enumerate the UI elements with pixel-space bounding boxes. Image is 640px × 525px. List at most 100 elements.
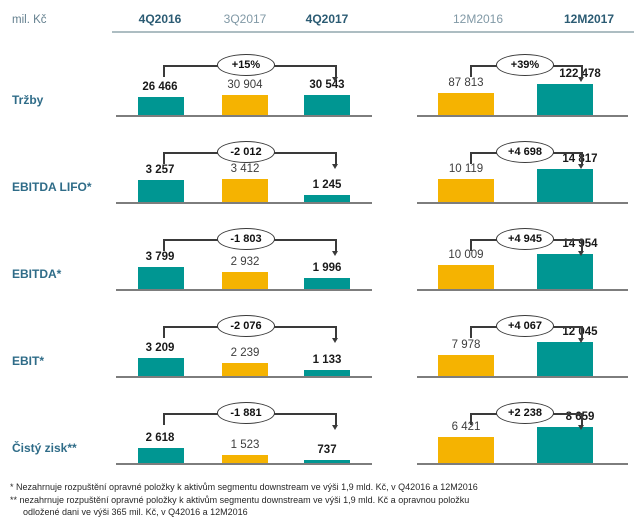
value-label: 6 421 xyxy=(451,421,481,433)
bracket-drop xyxy=(581,152,583,164)
bar xyxy=(304,370,350,378)
bracket-drop xyxy=(335,326,337,338)
value-label: 122 478 xyxy=(559,68,601,80)
arrow-down-icon xyxy=(578,77,584,82)
change-badge-year: +4 698 xyxy=(496,141,554,163)
arrow-down-icon xyxy=(332,251,338,256)
value-label: 3 209 xyxy=(145,342,175,354)
arrow-down-icon xyxy=(332,425,338,430)
bar xyxy=(537,254,593,291)
arrow-down-icon xyxy=(332,164,338,169)
row-label: EBIT* xyxy=(12,354,45,368)
change-value: +4 945 xyxy=(508,233,542,245)
value-label: 14 817 xyxy=(562,153,598,165)
value-label: 1 133 xyxy=(312,354,342,366)
bar xyxy=(138,448,184,465)
change-badge-year: +4 067 xyxy=(496,315,554,337)
bar xyxy=(537,84,593,117)
bracket-tick xyxy=(470,413,472,425)
column-header-4q2016: 4Q2016 xyxy=(138,12,182,26)
bar xyxy=(438,93,494,117)
change-value: +4 067 xyxy=(508,320,542,332)
bar xyxy=(138,267,184,291)
change-value: +39% xyxy=(510,59,540,71)
header-underline xyxy=(112,31,634,33)
footnote-1: * Nezahrnuje rozpuštění opravné položky … xyxy=(10,482,478,492)
value-label: 1 245 xyxy=(312,179,342,191)
value-label: 30 543 xyxy=(309,79,345,91)
change-value: +4 698 xyxy=(508,146,542,158)
change-value: +2 238 xyxy=(508,407,542,419)
baseline xyxy=(116,376,372,378)
bracket-tick xyxy=(163,326,165,338)
value-label: 1 523 xyxy=(230,439,260,451)
value-label: 3 257 xyxy=(145,164,175,176)
value-label: 2 239 xyxy=(230,347,260,359)
bar xyxy=(222,455,268,465)
baseline xyxy=(417,463,628,465)
bracket-drop xyxy=(581,239,583,251)
bar xyxy=(537,427,593,465)
footnote-2-continued: odložené dani ve výši 365 mil. Kč, v Q42… xyxy=(23,507,248,517)
baseline xyxy=(116,463,372,465)
value-label: 12 045 xyxy=(562,326,598,338)
value-label: 30 904 xyxy=(227,79,263,91)
bar xyxy=(537,342,593,378)
bar xyxy=(138,97,184,117)
metric-row-ebitda: EBITDA* -1 803 +4 945 3 799 2 932 1 996 … xyxy=(0,219,640,306)
arrow-down-icon xyxy=(332,77,338,82)
bar xyxy=(438,355,494,378)
change-badge-quarter: -1 881 xyxy=(217,402,275,424)
change-badge-quarter: -1 803 xyxy=(217,228,275,250)
value-label: 10 009 xyxy=(448,249,484,261)
column-header-12m2017: 12M2017 xyxy=(563,12,615,26)
bar xyxy=(438,437,494,465)
value-label: 2 618 xyxy=(145,432,175,444)
value-label: 7 978 xyxy=(451,339,481,351)
value-label: 14 954 xyxy=(562,238,598,250)
change-value: -2 076 xyxy=(230,320,262,332)
bracket-drop xyxy=(581,65,583,77)
footnotes: * Nezahrnuje rozpuštění opravné položky … xyxy=(10,481,478,519)
row-label: Čistý zisk** xyxy=(12,441,77,455)
row-label: EBITDA LIFO* xyxy=(12,180,92,194)
bracket-tick xyxy=(163,65,165,77)
bar xyxy=(438,265,494,291)
change-value: -1 881 xyxy=(230,407,262,419)
row-label: Tržby xyxy=(12,93,44,107)
baseline xyxy=(116,202,372,204)
footnote-2: ** nezahrnuje rozpuštění opravné položky… xyxy=(10,494,470,505)
bracket-tick xyxy=(163,152,165,164)
value-label: 26 466 xyxy=(142,81,178,93)
change-badge-quarter: -2 076 xyxy=(217,315,275,337)
column-header-3q2017: 3Q2017 xyxy=(223,12,267,26)
baseline xyxy=(116,115,372,117)
metric-row-trzby: Tržby +15% +39% 26 466 30 904 30 543 87 … xyxy=(0,45,640,132)
bracket-drop xyxy=(335,239,337,251)
row-label: EBITDA* xyxy=(12,267,62,281)
baseline xyxy=(417,115,628,117)
change-badge-year: +39% xyxy=(496,54,554,76)
arrow-down-icon xyxy=(332,338,338,343)
bracket-tick xyxy=(470,152,472,164)
bracket-tick xyxy=(163,413,165,425)
arrow-down-icon xyxy=(578,251,584,256)
bracket-tick xyxy=(470,65,472,77)
bracket-drop xyxy=(581,413,583,425)
baseline xyxy=(116,289,372,291)
change-value: -2 012 xyxy=(230,146,262,158)
bracket-tick xyxy=(163,239,165,251)
bar xyxy=(222,363,268,378)
baseline xyxy=(417,202,628,204)
bracket-tick xyxy=(470,239,472,251)
bracket-drop xyxy=(335,65,337,77)
bracket-tick xyxy=(470,326,472,338)
value-label: 737 xyxy=(317,444,337,456)
bar xyxy=(138,358,184,378)
arrow-down-icon xyxy=(578,425,584,430)
column-header-12m2016: 12M2016 xyxy=(452,12,504,26)
change-badge-quarter: +15% xyxy=(217,54,275,76)
value-label: 2 932 xyxy=(230,256,260,268)
metric-row-ebitda-lifo: EBITDA LIFO* -2 012 +4 698 3 257 3 412 1… xyxy=(0,132,640,219)
